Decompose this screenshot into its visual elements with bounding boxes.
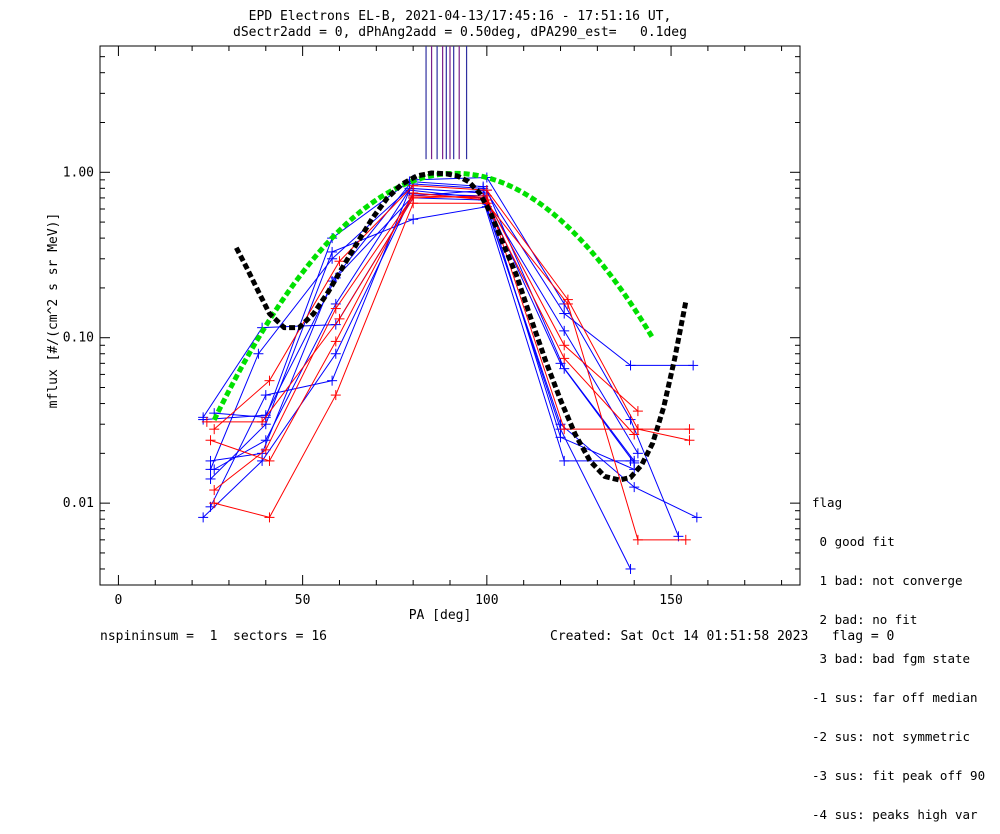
data-point bbox=[688, 360, 699, 371]
data-point bbox=[205, 473, 216, 484]
data-point bbox=[632, 406, 643, 417]
data-point bbox=[330, 319, 341, 330]
data-point bbox=[680, 534, 691, 545]
data-point bbox=[408, 214, 419, 225]
data-point bbox=[205, 455, 216, 466]
series-line-blue bbox=[202, 193, 639, 518]
data-point bbox=[257, 416, 268, 427]
flag-legend: flag 0 good fit 1 bad: not converge 2 ba… bbox=[812, 470, 985, 834]
footer-created: Created: Sat Oct 14 01:51:58 2023 flag =… bbox=[550, 629, 895, 644]
data-point bbox=[559, 424, 570, 435]
chart-title-line2: dSectr2add = 0, dPhAng2add = 0.50deg, dP… bbox=[233, 25, 687, 40]
data-point bbox=[559, 353, 570, 364]
data-point bbox=[632, 448, 643, 459]
chart-canvas: 0 50 100 150 0.01 0.10 1.00 PA [deg] mflux [#/(c… bbox=[46, 45, 801, 623]
data-point bbox=[330, 348, 341, 359]
series-line-blue bbox=[210, 206, 631, 570]
data-point bbox=[260, 390, 271, 401]
data-series bbox=[198, 172, 702, 574]
data-point bbox=[330, 303, 341, 314]
data-point bbox=[205, 435, 216, 446]
x-tick-label: 100 bbox=[475, 593, 498, 608]
x-tick-label: 50 bbox=[295, 593, 311, 608]
series-line-red bbox=[213, 185, 690, 430]
series-line-red bbox=[206, 195, 690, 441]
legend-item: -3 sus: fit peak off 90 bbox=[812, 768, 986, 783]
data-point bbox=[559, 325, 570, 336]
series-line-red bbox=[214, 202, 686, 541]
data-point bbox=[559, 308, 570, 319]
data-point bbox=[209, 485, 220, 496]
x-tick-label: 150 bbox=[659, 593, 682, 608]
series-line-blue bbox=[210, 176, 679, 537]
data-point bbox=[625, 563, 636, 574]
data-point bbox=[201, 416, 212, 427]
data-point bbox=[330, 336, 341, 347]
footer-sectors: nspininsum = 1 sectors = 16 bbox=[100, 629, 327, 644]
data-point bbox=[562, 298, 573, 309]
legend-item: 0 good fit bbox=[812, 534, 895, 549]
data-point bbox=[408, 190, 419, 201]
data-point bbox=[264, 375, 275, 386]
data-point bbox=[632, 424, 643, 435]
legend-item: 3 bad: bad fgm state bbox=[812, 651, 971, 666]
peak-markers bbox=[425, 46, 468, 160]
series-line-blue bbox=[214, 180, 694, 418]
data-point bbox=[334, 313, 345, 324]
legend-item: 1 bad: not converge bbox=[812, 573, 963, 588]
series-line-blue bbox=[203, 189, 635, 464]
data-point bbox=[209, 424, 220, 435]
data-point bbox=[260, 444, 271, 455]
legend-item: -2 sus: not symmetric bbox=[812, 729, 971, 744]
legend-item: -4 sus: peaks high var bbox=[812, 807, 978, 822]
legend-item: -1 sus: far off median bbox=[812, 690, 978, 705]
data-point bbox=[264, 455, 275, 466]
y-axis-label: mflux [#/(cm^2 s sr MeV)] bbox=[46, 213, 61, 409]
tick-labels: 0 50 100 150 0.01 0.10 1.00 PA [deg] mflux [#/(c… bbox=[46, 165, 683, 623]
data-point bbox=[198, 512, 209, 523]
data-point bbox=[327, 375, 338, 386]
data-point bbox=[632, 534, 643, 545]
data-point bbox=[559, 455, 570, 466]
polynomial-fit-curve bbox=[234, 170, 689, 483]
data-point bbox=[629, 429, 640, 440]
data-point bbox=[260, 435, 271, 446]
x-tick-label: 0 bbox=[115, 593, 123, 608]
data-point bbox=[625, 360, 636, 371]
data-point bbox=[559, 340, 570, 351]
data-point bbox=[264, 512, 275, 523]
data-point bbox=[209, 498, 220, 509]
data-point bbox=[327, 246, 338, 257]
y-tick-label: 0.01 bbox=[63, 496, 94, 511]
legend-title: flag bbox=[812, 495, 843, 510]
series-line-blue bbox=[210, 189, 698, 518]
data-point bbox=[253, 348, 264, 359]
data-point bbox=[691, 512, 702, 523]
y-tick-label: 0.10 bbox=[63, 331, 94, 346]
fit-curves bbox=[211, 170, 689, 483]
data-point bbox=[629, 482, 640, 493]
chart-title-line1: EPD Electrons EL-B, 2021-04-13/17:45:16 … bbox=[248, 9, 672, 24]
data-point bbox=[334, 256, 345, 267]
data-point bbox=[625, 455, 636, 466]
data-point bbox=[684, 424, 695, 435]
data-point bbox=[684, 435, 695, 446]
data-point bbox=[209, 464, 220, 475]
legend-item: 2 bad: no fit bbox=[812, 612, 918, 627]
x-axis-label: PA [deg] bbox=[409, 608, 472, 623]
data-point bbox=[330, 390, 341, 401]
y-tick-label: 1.00 bbox=[63, 165, 94, 180]
